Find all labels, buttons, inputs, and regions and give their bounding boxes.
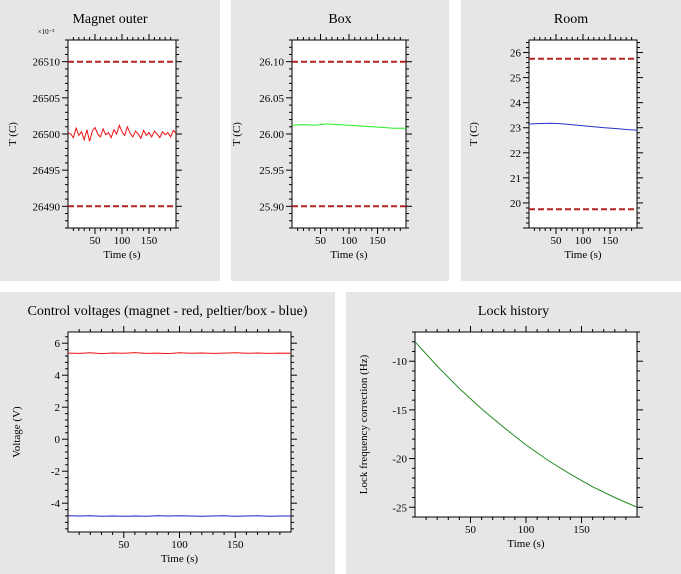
panel-magnet-outer: Magnet outer 50 100 150 Time (s) 26490 26495 2…: [0, 0, 220, 281]
x-tick-label: 100: [575, 235, 592, 247]
series-line: [414, 341, 638, 508]
y-tick-label: 2: [55, 402, 61, 414]
panel-control-voltages: Control voltages (magnet - red, peltier/…: [0, 292, 335, 574]
chart-title: Magnet outer: [72, 12, 148, 27]
y-tick-label: -15: [392, 405, 407, 417]
panel-lock-history: Lock history 50 100 150 Time (s) -25 -20 -15 -1…: [346, 292, 681, 574]
chart-title: Box: [328, 12, 352, 27]
x-tick-label: 50: [90, 235, 102, 247]
x-tick-label: 50: [465, 524, 477, 536]
x-tick-label: 150: [573, 524, 590, 536]
y-tick-label: 4: [55, 370, 61, 382]
y-tick-label: 20: [510, 198, 522, 210]
x-tick-label: 50: [118, 539, 130, 551]
x-tick-label: 100: [341, 235, 358, 247]
panel-box: Box 50 100 150 Time (s) 25.90 25.95 26.00 26.05…: [231, 0, 449, 281]
x-tick-label: 100: [114, 235, 131, 247]
y-axis-label: Lock frequency correction (Hz): [358, 354, 370, 494]
y-axis-label: T (C): [231, 122, 243, 146]
y-tick-label: 21: [510, 173, 521, 185]
series-line: [67, 352, 292, 355]
y-tick-label: 26: [510, 48, 522, 60]
x-tick-label: 100: [171, 539, 188, 551]
exponent-label: ×10⁻³: [38, 28, 55, 36]
y-tick-label: 26495: [33, 165, 61, 177]
series-line: [291, 123, 406, 129]
x-axis-label: Time (s): [507, 538, 545, 550]
x-tick-label: 150: [227, 539, 244, 551]
y-tick-label: 23: [510, 123, 522, 135]
x-tick-label: 50: [315, 235, 327, 247]
y-tick-label: 22: [510, 148, 521, 160]
plot-area: [528, 39, 638, 229]
y-tick-label: 26490: [33, 201, 61, 213]
x-tick-label: 150: [602, 235, 619, 247]
series-line: [67, 515, 291, 517]
x-tick-label: 150: [369, 235, 386, 247]
y-tick-label: 26510: [33, 57, 61, 69]
x-tick-label: 50: [551, 235, 563, 247]
chart-title: Room: [553, 12, 589, 27]
chart-title: Control voltages (magnet - red, peltier/…: [27, 304, 308, 319]
x-axis-label: Time (s): [330, 249, 368, 261]
y-tick-label: 25.95: [259, 165, 284, 177]
y-axis-label: T (C): [7, 122, 19, 146]
series-line: [67, 123, 177, 142]
y-tick-label: 26.00: [259, 129, 284, 141]
x-axis-label: Time (s): [161, 553, 199, 565]
chart-lock-history: 50 100 150 Time (s) -25 -20 -15 -10 Lock frequen…: [358, 326, 643, 550]
y-tick-label: 25.90: [259, 201, 284, 213]
plot-area: [67, 331, 292, 533]
y-axis-label: T (C): [468, 122, 480, 146]
plot-area: [291, 39, 407, 229]
chart-title: Lock history: [477, 304, 550, 319]
y-tick-label: 24: [510, 98, 522, 110]
y-tick-label: 26505: [33, 93, 61, 105]
y-tick-label: -4: [51, 498, 61, 510]
series-line: [528, 122, 638, 131]
plot-area: [67, 39, 177, 229]
panel-room: Room 50 100 150 Time (s) 20 21 22 23 24 25 26 T (C): [461, 0, 681, 281]
x-tick-label: 150: [141, 235, 158, 247]
y-tick-label: 6: [55, 338, 61, 350]
x-axis-label: Time (s): [103, 249, 141, 261]
y-tick-label: 26500: [33, 129, 61, 141]
y-tick-label: -25: [392, 502, 407, 514]
y-tick-label: 26.10: [259, 57, 284, 69]
x-axis-label: Time (s): [564, 249, 602, 261]
plot-area: [414, 331, 638, 518]
y-tick-label: -20: [392, 454, 407, 466]
y-tick-label: 0: [55, 434, 61, 446]
y-tick-label: 25: [510, 73, 522, 85]
x-tick-label: 100: [518, 524, 535, 536]
y-axis-label: Voltage (V): [11, 406, 23, 458]
chart-control-voltages: 50 100 150 Time (s) -4 -2 0 2 4 6 Voltage (V): [11, 326, 297, 565]
y-tick-label: 26.05: [259, 93, 284, 105]
y-tick-label: -10: [392, 356, 407, 368]
y-tick-label: -2: [51, 466, 60, 478]
